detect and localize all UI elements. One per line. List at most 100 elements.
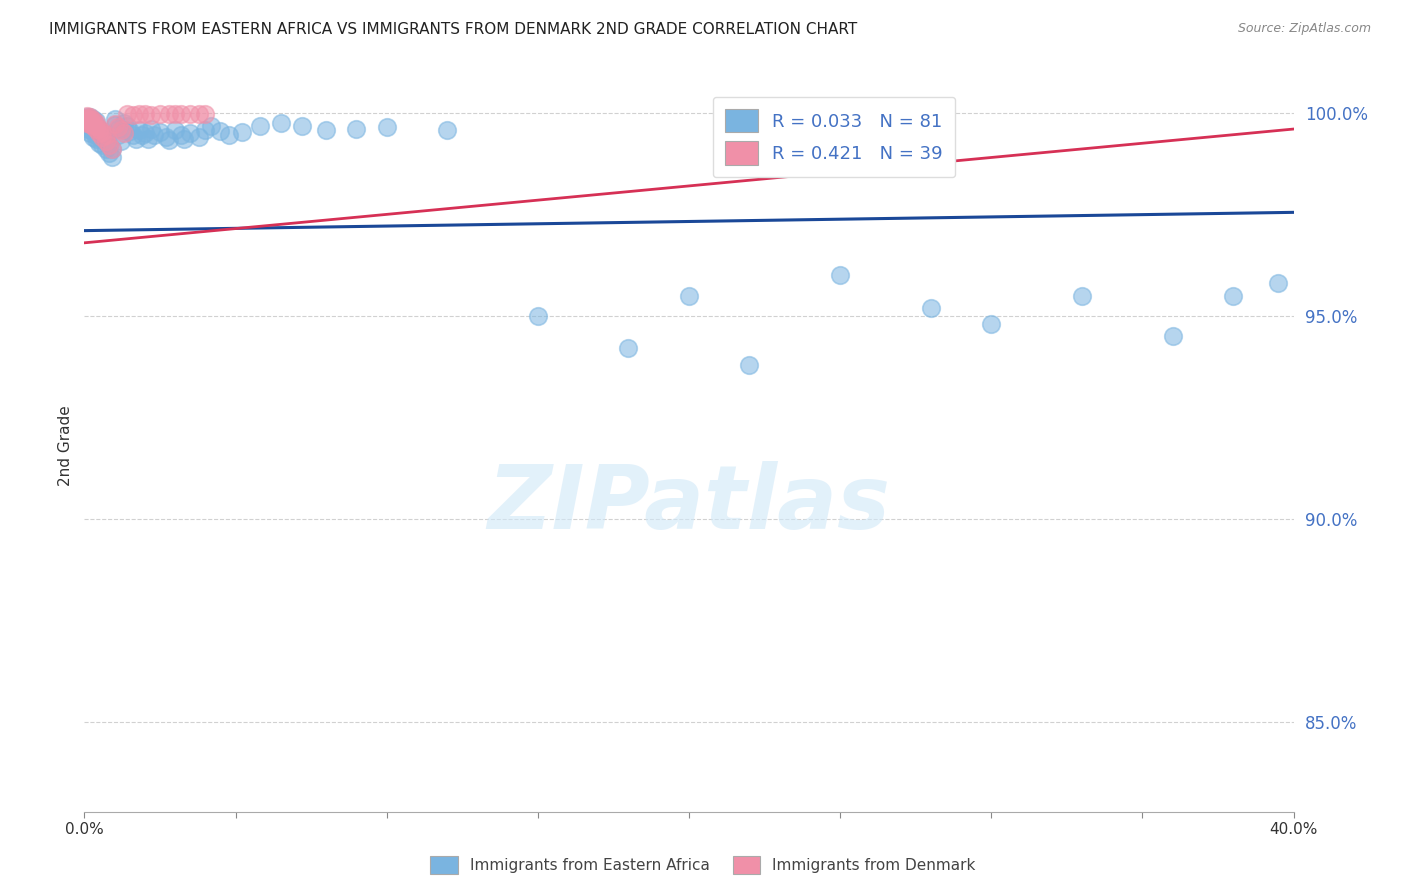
Point	[89, 136, 111, 151]
Point	[86, 116, 108, 130]
Point	[291, 119, 314, 133]
Point	[157, 107, 180, 121]
Point	[79, 122, 101, 136]
Point	[134, 126, 156, 140]
Point	[194, 107, 217, 121]
Point	[91, 126, 114, 140]
Point	[86, 118, 108, 132]
Point	[194, 123, 217, 137]
Point	[76, 122, 98, 136]
Point	[149, 106, 172, 120]
Point	[79, 114, 101, 128]
Point	[97, 138, 120, 153]
Point	[91, 138, 114, 153]
Point	[94, 128, 117, 142]
Point	[104, 112, 127, 126]
Point	[270, 116, 292, 130]
Legend: Immigrants from Eastern Africa, Immigrants from Denmark: Immigrants from Eastern Africa, Immigran…	[425, 850, 981, 880]
Point	[79, 112, 101, 126]
Point	[79, 110, 101, 124]
Point	[82, 116, 104, 130]
Point	[76, 116, 98, 130]
Point	[118, 124, 141, 138]
Point	[97, 146, 120, 161]
Point	[112, 116, 135, 130]
Point	[179, 106, 201, 120]
Point	[165, 106, 187, 120]
Point	[100, 142, 122, 156]
Point	[76, 111, 98, 125]
Point	[115, 106, 138, 120]
Point	[89, 130, 111, 145]
Point	[94, 134, 117, 148]
Point	[89, 126, 111, 140]
Point	[82, 124, 104, 138]
Point	[920, 301, 942, 315]
Point	[436, 123, 458, 137]
Point	[76, 114, 98, 128]
Point	[1267, 277, 1289, 291]
Point	[86, 132, 108, 146]
Point	[86, 114, 108, 128]
Point	[110, 123, 132, 137]
Point	[86, 122, 108, 136]
Point	[94, 128, 117, 142]
Legend: R = 0.033   N = 81, R = 0.421   N = 39: R = 0.033 N = 81, R = 0.421 N = 39	[713, 96, 956, 178]
Point	[179, 126, 201, 140]
Point	[94, 142, 117, 156]
Point	[91, 125, 114, 139]
Point	[125, 132, 148, 146]
Point	[128, 106, 150, 120]
Point	[112, 123, 135, 137]
Point	[86, 128, 108, 142]
Point	[149, 125, 172, 139]
Point	[94, 135, 117, 149]
Point	[82, 130, 104, 145]
Point	[218, 128, 240, 142]
Point	[97, 138, 120, 153]
Point	[89, 122, 111, 136]
Point	[79, 112, 101, 126]
Point	[107, 122, 129, 136]
Point	[128, 123, 150, 137]
Point	[110, 134, 132, 148]
Point	[830, 268, 852, 283]
Point	[82, 119, 104, 133]
Point	[79, 116, 101, 130]
Point	[678, 288, 700, 302]
Point	[107, 120, 129, 134]
Point	[75, 112, 97, 126]
Point	[980, 317, 1002, 331]
Point	[142, 128, 165, 142]
Point	[86, 123, 108, 137]
Point	[79, 126, 101, 140]
Point	[76, 109, 98, 123]
Point	[104, 118, 127, 132]
Point	[82, 112, 104, 126]
Point	[346, 122, 368, 136]
Point	[165, 123, 187, 137]
Point	[131, 128, 153, 142]
Point	[115, 119, 138, 133]
Point	[91, 130, 114, 145]
Point	[1161, 329, 1184, 343]
Point	[121, 128, 143, 142]
Point	[1222, 288, 1244, 302]
Point	[617, 342, 640, 356]
Point	[375, 120, 398, 134]
Point	[738, 358, 761, 372]
Point	[76, 118, 98, 132]
Point	[173, 132, 195, 146]
Point	[188, 130, 211, 145]
Point	[200, 119, 222, 133]
Point	[155, 130, 177, 145]
Point	[100, 142, 122, 156]
Point	[107, 128, 129, 142]
Point	[75, 114, 97, 128]
Point	[89, 122, 111, 136]
Point	[136, 132, 159, 146]
Point	[100, 151, 122, 165]
Y-axis label: 2nd Grade: 2nd Grade	[58, 406, 73, 486]
Point	[139, 122, 162, 136]
Point	[231, 125, 253, 139]
